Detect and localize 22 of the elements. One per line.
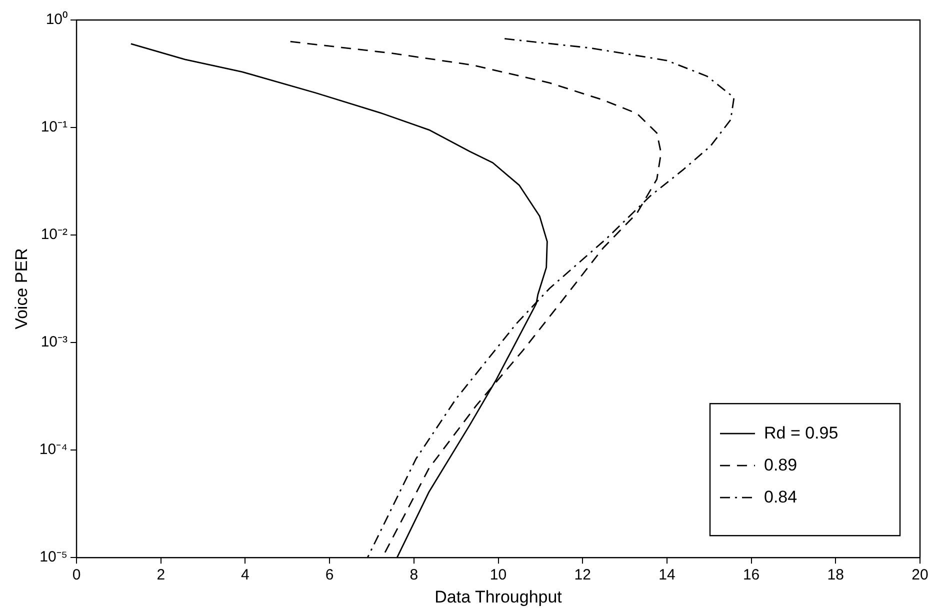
x-tick-label: 0 xyxy=(72,566,81,584)
x-tick-label: 6 xyxy=(325,566,334,584)
y-axis-title: Voice PER xyxy=(12,248,31,330)
y-tick-label: 10⁰ xyxy=(46,11,68,28)
y-tick-label: 10⁻¹ xyxy=(40,118,68,136)
x-tick-label: 2 xyxy=(156,566,166,584)
x-tick-label: 12 xyxy=(574,566,591,584)
x-tick-label: 20 xyxy=(912,566,928,584)
x-tick-label: 8 xyxy=(410,566,418,584)
x-tick-label: 18 xyxy=(827,566,844,584)
y-tick-label: 10⁻⁴ xyxy=(39,441,68,458)
legend-label: Rd = 0.95 xyxy=(764,423,838,442)
y-tick-label: 10⁻³ xyxy=(40,334,68,351)
legend-label: 0.84 xyxy=(764,487,798,506)
x-tick-label: 14 xyxy=(658,566,676,584)
y-tick-label: 10⁻² xyxy=(40,226,68,244)
x-axis-title: Data Throughput xyxy=(434,587,562,606)
legend-label: 0.89 xyxy=(764,455,798,474)
y-tick-label: 10⁻⁵ xyxy=(40,548,68,566)
x-tick-label: 4 xyxy=(241,566,250,584)
x-tick-label: 16 xyxy=(742,566,760,584)
x-tick-label: 10 xyxy=(490,566,507,584)
